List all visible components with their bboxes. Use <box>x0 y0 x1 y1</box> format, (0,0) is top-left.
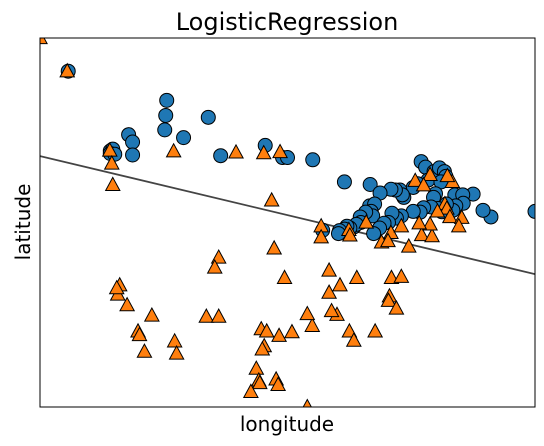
class-1-point <box>367 322 384 338</box>
class-1-point <box>258 322 275 338</box>
class-1-point <box>400 237 417 253</box>
class-1-point <box>415 176 432 192</box>
class-1-point <box>131 326 148 342</box>
class-1-point <box>321 284 338 299</box>
class-1-point <box>299 305 316 321</box>
class-0-point <box>158 107 174 123</box>
class-1-point <box>422 166 439 182</box>
class-1-point <box>165 142 182 158</box>
class-0-point <box>176 130 192 146</box>
class-1-point <box>108 279 125 295</box>
class-1-point <box>104 176 121 191</box>
class-0-point <box>475 202 491 218</box>
class-1-point <box>266 239 283 255</box>
class-1-point <box>276 269 293 284</box>
class-1-point <box>263 191 280 207</box>
y-axis-label: latitude <box>11 184 35 261</box>
class-0-point <box>366 226 382 242</box>
class-1-point <box>254 340 271 356</box>
class-0-point <box>213 148 229 164</box>
class-0-point <box>200 109 216 125</box>
class-1-point <box>429 202 446 218</box>
class-1-point <box>40 38 48 45</box>
class-1-point <box>313 228 330 244</box>
class-1-point <box>272 143 289 159</box>
class-1-point <box>143 306 160 322</box>
class-1-point <box>345 332 362 347</box>
class-1-point <box>422 215 439 231</box>
class-1-point <box>450 217 467 233</box>
class-1-point <box>411 214 428 230</box>
class-1-point <box>248 360 265 375</box>
plot-frame <box>39 37 536 408</box>
class-1-point <box>119 296 136 312</box>
class-1-point <box>302 398 312 407</box>
class-1-point <box>332 276 348 292</box>
class-1-point <box>393 217 410 233</box>
class-1-point <box>271 327 288 342</box>
class-0-point <box>125 147 141 163</box>
decision-boundary-line <box>40 155 535 276</box>
class-1-point <box>59 62 76 78</box>
class-1-point <box>136 343 153 358</box>
class-1-point <box>283 323 300 339</box>
class-0-point <box>157 122 173 138</box>
class-1-point <box>424 227 441 243</box>
class-1-point <box>255 144 272 160</box>
class-1-point <box>210 308 227 323</box>
class-1-point <box>388 299 405 315</box>
class-1-point <box>103 154 120 170</box>
class-1-point <box>228 143 244 159</box>
chart-title: LogisticRegression <box>176 8 399 36</box>
class-0-point <box>527 203 535 219</box>
class-1-point <box>270 376 287 391</box>
plot-marks <box>40 38 535 407</box>
class-1-point <box>251 374 268 390</box>
class-0-point <box>125 134 141 150</box>
class-1-point <box>168 344 185 360</box>
class-1-point <box>441 208 458 224</box>
class-1-point <box>242 383 259 398</box>
class-1-point <box>348 269 365 284</box>
class-1-point <box>439 167 456 183</box>
class-1-point <box>304 317 321 332</box>
class-1-point <box>413 226 430 242</box>
class-0-point <box>336 174 352 190</box>
class-1-point <box>323 302 340 318</box>
class-1-point <box>166 332 183 348</box>
class-0-point <box>159 92 175 108</box>
class-1-point <box>358 213 375 229</box>
class-1-point <box>101 141 118 157</box>
class-1-point <box>321 261 338 277</box>
class-1-point <box>206 258 223 274</box>
class-1-point <box>380 292 397 307</box>
class-1-point <box>341 226 358 242</box>
class-0-point <box>305 152 321 168</box>
class-1-point <box>407 172 424 187</box>
class-1-point <box>393 268 410 283</box>
class-1-point <box>380 232 396 248</box>
x-axis-label: longitude <box>240 412 334 436</box>
class-1-point <box>198 308 215 323</box>
class-0-point <box>362 176 378 192</box>
